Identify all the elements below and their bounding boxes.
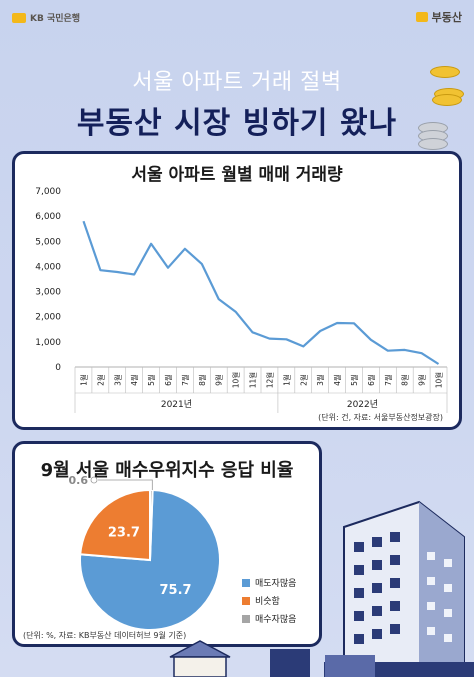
x-tick-label: 7월: [383, 374, 393, 386]
legend-item-buy-more: 매수자많음: [242, 612, 296, 625]
x-tick-label: 8월: [400, 374, 410, 386]
legend-label: 비슷함: [255, 597, 280, 607]
x-group-label: 2022년: [347, 399, 378, 410]
y-tick-label: 2,000: [35, 313, 61, 323]
slice-value-label: 75.7: [160, 583, 192, 598]
callout-dot: [90, 476, 98, 484]
line-chart-source: (단위: 건, 자료: 서울부동산정보광장): [318, 413, 443, 422]
kb-star-icon: [12, 12, 26, 23]
x-tick-label: 4월: [129, 374, 139, 386]
y-tick-label: 3,000: [35, 288, 61, 298]
x-tick-label: 9월: [214, 374, 224, 386]
top-bar: KB 국민은행 부동산: [0, 0, 474, 34]
y-tick-label: 4,000: [35, 262, 61, 272]
kb-star-icon: [415, 12, 428, 22]
legend-label: 매도자많음: [255, 579, 297, 589]
x-tick-label: 3월: [112, 374, 122, 386]
x-tick-label: 6월: [163, 374, 173, 386]
x-tick-label: 5월: [146, 374, 156, 386]
x-tick-label: 1월: [78, 374, 88, 386]
y-tick-label: 5,000: [35, 237, 61, 247]
series-line: [82, 220, 440, 365]
apartment-building-illustration: [324, 500, 474, 677]
x-tick-label: 11월: [248, 372, 258, 389]
coin-stack-icon: [408, 60, 468, 160]
callout-line: [98, 479, 153, 491]
slice-buy-more: [149, 488, 154, 561]
legend-label: 매수자많음: [255, 615, 297, 625]
x-tick-label: 1월: [281, 374, 291, 386]
legend-swatch: [242, 596, 250, 605]
y-tick-label: 7,000: [35, 187, 61, 197]
pie-chart-title: 9월 서울 매수우위지수 응답 비율: [40, 460, 294, 481]
x-tick-label: 2월: [298, 374, 308, 386]
kb-realestate-logo: 부동산: [415, 9, 462, 25]
pie-chart-source: (단위: %, 자료: KB부동산 데이터허브 9월 기준): [23, 631, 187, 640]
y-tick-label: 6,000: [35, 212, 61, 222]
pie-chart: 75.7 23.7 0.6: [69, 476, 221, 631]
x-tick-label: 3월: [315, 374, 325, 386]
x-group-label: 2021년: [161, 399, 192, 410]
slice-value-label: 0.6: [69, 476, 89, 487]
x-tick-label: 4월: [332, 374, 342, 386]
kb-bank-logo: KB 국민은행: [12, 11, 80, 24]
kb-bank-logo-text: KB 국민은행: [30, 14, 81, 24]
kb-realestate-logo-text: 부동산: [431, 11, 462, 24]
pie-legend: 매도자많음 비슷함 매수자많음: [242, 576, 296, 630]
x-tick-label: 8월: [197, 374, 207, 386]
x-tick-label: 9월: [417, 374, 427, 386]
house-illustration: [169, 640, 375, 677]
legend-item-sell-more: 매도자많음: [242, 576, 296, 589]
legend-item-similar: 비슷함: [242, 594, 296, 607]
x-tick-label: 10월: [434, 372, 444, 389]
slice-similar: [79, 488, 151, 562]
line-chart-card: 서울 아파트 월별 매매 거래량 0 1,000 2,000 3,000 4,000 5,…: [12, 151, 462, 430]
y-tick-label: 1,000: [35, 338, 61, 348]
main-title: 부동산 시장 빙하기 왔나: [76, 106, 398, 141]
x-tick-label: 12월: [264, 372, 274, 389]
x-tick-label: 6월: [366, 374, 376, 386]
x-tick-label: 2월: [95, 374, 105, 386]
x-tick-label: 7월: [180, 374, 190, 386]
slice-value-label: 23.7: [108, 526, 140, 541]
subtitle: 서울 아파트 거래 절벽: [132, 70, 342, 95]
line-chart-title: 서울 아파트 월별 매매 거래량: [131, 165, 343, 185]
legend-swatch: [242, 614, 250, 623]
x-tick-label: 10월: [231, 372, 241, 389]
line-chart: 0 1,000 2,000 3,000 4,000 5,000 6,000 7,000 1월 2월…: [35, 187, 448, 413]
legend-swatch: [242, 578, 250, 587]
y-tick-label: 0: [55, 363, 61, 373]
x-tick-label: 5월: [349, 374, 359, 386]
